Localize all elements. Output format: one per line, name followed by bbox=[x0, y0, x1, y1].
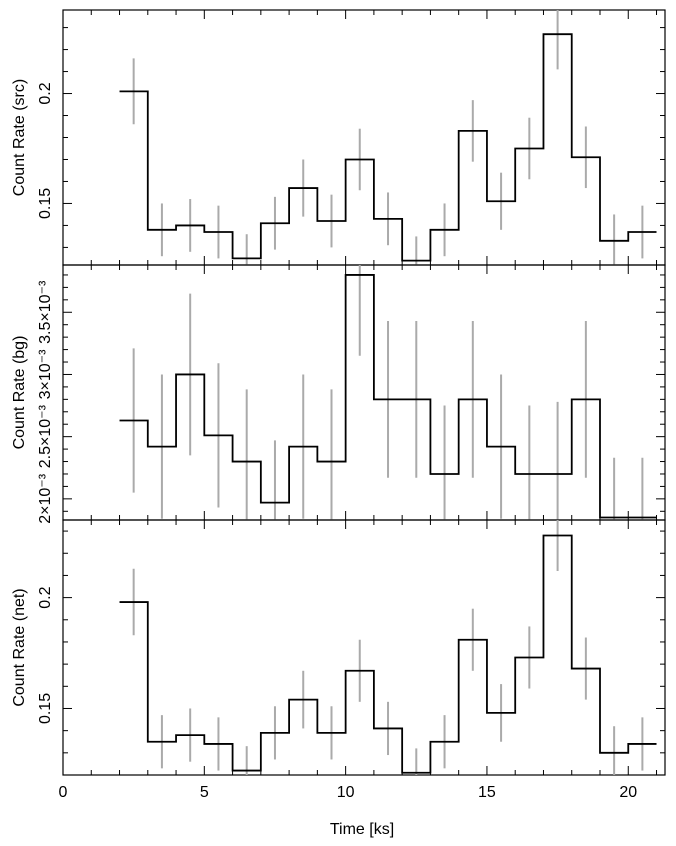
data-layer-net bbox=[119, 520, 657, 775]
y-tick-label-src: 0.15 bbox=[37, 188, 54, 219]
x-tick-label: 10 bbox=[337, 784, 355, 801]
y-tick-label-bg: 2.5×10⁻³ bbox=[37, 404, 54, 468]
y-tick-label-net: 0.2 bbox=[37, 586, 54, 608]
x-tick-label: 5 bbox=[200, 784, 209, 801]
panel-src: 0.15 0.2 Count Rate (src) bbox=[11, 9, 666, 266]
plot-frame-src bbox=[62, 9, 666, 266]
y-tick-label-bg: 2×10⁻³ bbox=[37, 473, 54, 523]
plot-frame-bg bbox=[62, 264, 666, 521]
data-layer-src bbox=[119, 10, 657, 265]
y-axis-title-src: Count Rate (src) bbox=[11, 79, 28, 196]
step-line-src bbox=[119, 33, 657, 262]
y-tick-label-bg: 3×10⁻³ bbox=[37, 349, 54, 399]
x-axis-title: Time [ks] bbox=[330, 821, 394, 838]
step-line-bg bbox=[119, 274, 657, 519]
y-axis-title-net: Count Rate (net) bbox=[11, 588, 28, 706]
step-line-net bbox=[119, 534, 657, 774]
x-tick-label: 15 bbox=[478, 784, 496, 801]
panel-net: 0.15 0.2 Count Rate (net) 0 5 10 15 20 bbox=[11, 519, 666, 801]
y-axis-title-bg: Count Rate (bg) bbox=[11, 336, 28, 450]
y-tick-label-src: 0.2 bbox=[37, 82, 54, 104]
data-layer-bg bbox=[119, 265, 657, 520]
y-tick-label-net: 0.15 bbox=[37, 693, 54, 724]
plot-frame-net bbox=[62, 519, 666, 776]
x-tick-label: 0 bbox=[59, 784, 68, 801]
y-tick-label-bg: 3.5×10⁻³ bbox=[37, 280, 54, 344]
x-tick-label: 20 bbox=[619, 784, 637, 801]
panel-bg: 2×10⁻³ 2.5×10⁻³ 3×10⁻³ 3.5×10⁻³ Count Rate (… bbox=[11, 264, 666, 524]
